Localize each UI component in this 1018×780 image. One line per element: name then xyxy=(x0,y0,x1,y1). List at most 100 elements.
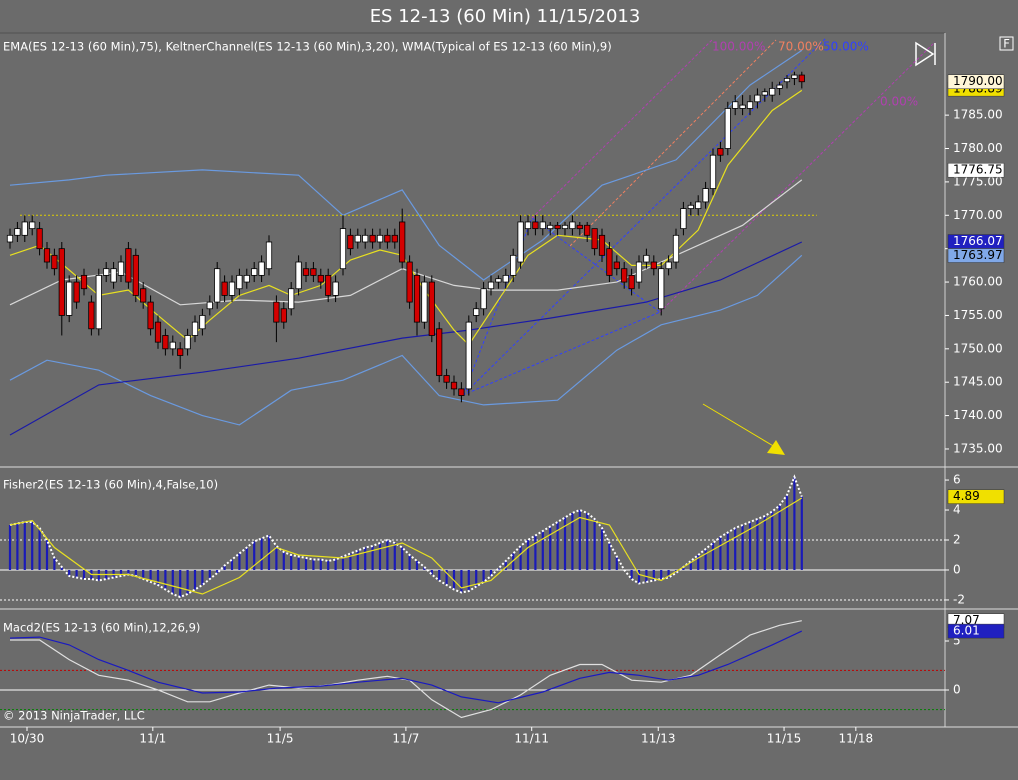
histogram-bar xyxy=(179,569,182,597)
histogram-bar xyxy=(415,560,419,570)
histogram-bar xyxy=(475,569,478,587)
candle-body xyxy=(125,248,132,283)
x-tick-label: 11/15 xyxy=(767,732,802,746)
histogram-bar xyxy=(704,548,707,570)
histogram-bar xyxy=(53,557,56,570)
histogram-bar xyxy=(682,566,685,570)
candle-body xyxy=(628,274,635,290)
histogram-bar xyxy=(660,569,663,579)
x-tick-label: 10/30 xyxy=(10,732,45,746)
histogram-bar xyxy=(223,565,226,570)
histogram-bar xyxy=(193,569,197,590)
histogram-bar xyxy=(82,569,86,579)
price-marker xyxy=(947,162,1005,178)
histogram-bar xyxy=(401,547,404,570)
histogram-bar xyxy=(127,569,130,575)
price-marker-label: 1766.07 xyxy=(953,234,1003,248)
histogram-bar xyxy=(423,566,426,570)
candle-body xyxy=(73,281,80,303)
histogram-bar xyxy=(31,522,34,570)
y-tick-label: 2 xyxy=(953,532,961,546)
candle-body xyxy=(29,221,36,230)
candle-body xyxy=(184,335,191,350)
histogram-bar xyxy=(186,569,189,594)
histogram-bar xyxy=(630,569,633,579)
play-icon[interactable] xyxy=(915,41,936,67)
toolbar-button[interactable] xyxy=(999,36,1014,51)
price-marker-label: 4.89 xyxy=(953,489,980,503)
histogram-bar xyxy=(230,559,234,570)
candle-body xyxy=(43,248,51,263)
candle-body xyxy=(273,301,280,323)
candle-body xyxy=(21,221,28,236)
histogram-bar xyxy=(282,551,285,570)
histogram-bar xyxy=(526,539,530,570)
arrow-head xyxy=(767,440,785,455)
candle-body xyxy=(783,78,791,83)
candle-body xyxy=(576,224,583,230)
candle-body xyxy=(569,221,576,230)
pitchfork-line xyxy=(659,41,936,313)
candle-body xyxy=(66,281,73,316)
candle-body xyxy=(354,234,361,243)
histogram-bar xyxy=(156,569,160,585)
candle-body xyxy=(384,234,391,243)
candle-body xyxy=(36,228,43,250)
candle-body xyxy=(746,101,754,109)
histogram-bar xyxy=(778,505,781,570)
histogram-bar xyxy=(349,553,352,570)
candle-body xyxy=(739,104,746,109)
price-marker-label: 1776.75 xyxy=(953,163,1003,177)
candle-body xyxy=(80,274,88,290)
y-tick-label: 0 xyxy=(953,562,961,576)
histogram-bar xyxy=(253,541,256,570)
histogram-bar xyxy=(571,513,574,570)
candle-body xyxy=(754,94,761,103)
candle-body xyxy=(103,268,110,276)
histogram-bar xyxy=(652,569,655,581)
x-tick-label: 11/5 xyxy=(267,732,294,746)
candle-body xyxy=(510,254,517,276)
y-tick-label: 0 xyxy=(953,683,961,697)
pitchfork-line xyxy=(531,39,713,219)
indicator-label: Macd2(ES 12-13 (60 Min),12,26,9) xyxy=(3,621,200,635)
candle-body xyxy=(95,274,102,330)
histogram-bar xyxy=(290,554,293,570)
histogram-bar xyxy=(504,560,507,570)
candle-body xyxy=(243,274,250,283)
candle-body xyxy=(317,274,324,283)
histogram-bar xyxy=(578,510,581,570)
candle-body xyxy=(428,281,435,336)
indicator-line xyxy=(9,241,803,436)
candle-body xyxy=(473,308,480,316)
price-marker xyxy=(947,623,1005,639)
candle-body xyxy=(265,241,273,270)
histogram-bar xyxy=(771,511,774,570)
candle-body xyxy=(769,88,776,96)
histogram-bar xyxy=(68,569,71,576)
pitchfork-line xyxy=(569,39,777,247)
histogram-bar xyxy=(430,569,433,575)
candle-body xyxy=(680,208,687,230)
x-tick-label: 11/7 xyxy=(392,732,419,746)
histogram-bar xyxy=(408,554,411,570)
x-tick-label: 11/11 xyxy=(514,732,549,746)
price-marker-label: 1763.97 xyxy=(953,248,1003,262)
candle-body xyxy=(547,224,554,230)
histogram-bar xyxy=(297,556,300,570)
price-marker xyxy=(947,74,1005,89)
histogram-bar xyxy=(8,525,12,570)
histogram-bar xyxy=(341,556,345,570)
histogram-bar xyxy=(711,542,715,570)
toolbar-label[interactable]: F xyxy=(1003,37,1010,51)
fisher-line xyxy=(9,474,803,599)
candle-body xyxy=(376,234,384,243)
candle-body xyxy=(658,268,665,310)
indicator-line xyxy=(9,630,803,704)
histogram-bar xyxy=(467,569,470,591)
histogram-bar xyxy=(201,569,204,585)
histogram-bar xyxy=(726,532,729,570)
histogram-bar xyxy=(615,556,618,570)
histogram-bar xyxy=(719,537,722,570)
